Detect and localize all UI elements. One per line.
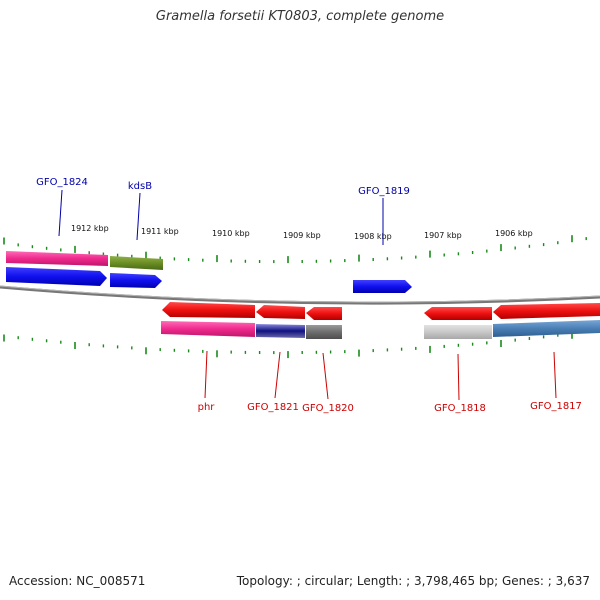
gene-label-gfo-1818[interactable]: GFO_1818 — [434, 403, 486, 414]
scale-label: 1911 kbp — [141, 227, 179, 236]
accession-value: NC_008571 — [76, 574, 146, 588]
genome-summary: Topology: circularLength: 3,798,465 bpGe… — [237, 574, 590, 588]
gene-label-gfo-1819[interactable]: GFO_1819 — [358, 186, 410, 197]
leader-line — [58, 189, 63, 237]
genes-label: Genes: — [501, 574, 544, 588]
scale-label: 1906 kbp — [495, 229, 533, 238]
scale-label: 1908 kbp — [354, 232, 392, 241]
topology-value: circular — [297, 574, 349, 588]
map-title: Gramella forsetii KT0803, complete genom… — [155, 9, 445, 24]
leader-line — [322, 352, 329, 400]
scale-label: 1912 kbp — [71, 224, 109, 233]
genome-backbone — [0, 285, 600, 305]
gene-label-kdsb[interactable]: kdsB — [128, 181, 152, 192]
leader-line — [136, 192, 141, 241]
gene-label-gfo-1817[interactable]: GFO_1817 — [530, 401, 582, 412]
gene-feature-band — [424, 325, 492, 339]
genome-backbone-highlight — [0, 285, 600, 303]
gene-label-phr[interactable]: phr — [198, 402, 216, 413]
scale-labels: 1912 kbp 1911 kbp 1910 kbp 1909 kbp 1908… — [71, 224, 533, 241]
scale-label: 1909 kbp — [283, 231, 321, 240]
topology-info: Topology: circular — [237, 574, 349, 588]
accession-label: Accession: — [9, 574, 73, 588]
gene-feature-band — [256, 324, 305, 338]
forward-gene-arrow[interactable] — [6, 267, 107, 286]
reverse-gene-arrow[interactable] — [256, 305, 305, 319]
accession-info: Accession: NC_008571 — [9, 574, 145, 588]
gene-feature-band — [493, 320, 600, 337]
leader-line — [274, 351, 281, 399]
reverse-gene-arrow[interactable] — [306, 307, 342, 320]
scale-label: 1910 kbp — [212, 229, 250, 238]
reverse-gene-arrow[interactable] — [424, 307, 492, 320]
gene-feature-band — [161, 321, 255, 337]
forward-strand-features — [6, 251, 412, 293]
genes-value: 3,637 — [548, 574, 590, 588]
length-info: Length: 3,798,465 bp — [349, 574, 494, 588]
reverse-strand-features — [161, 302, 600, 339]
topology-label: Topology: — [236, 574, 293, 588]
length-value: 3,798,465 bp — [406, 574, 494, 588]
reverse-gene-arrow[interactable] — [493, 303, 600, 319]
gene-label-gfo-1824[interactable]: GFO_1824 — [36, 177, 88, 188]
leader-line — [553, 351, 557, 399]
gene-feature-band — [6, 251, 108, 266]
leader-line — [204, 350, 208, 399]
gene-feature-band — [306, 325, 342, 339]
gene-label-gfo-1821[interactable]: GFO_1821 — [247, 402, 299, 413]
leader-line — [457, 353, 460, 401]
gene-label-gfo-1820[interactable]: GFO_1820 — [302, 403, 354, 414]
genes-info: Genes: 3,637 — [494, 574, 590, 588]
length-label: Length: — [356, 574, 403, 588]
scale-label: 1907 kbp — [424, 231, 462, 240]
label-leader-lines — [58, 189, 557, 401]
reverse-gene-arrow[interactable] — [162, 302, 255, 318]
gene-labels: GFO_1824 kdsB GFO_1819 phr GFO_1821 GFO_… — [36, 177, 582, 414]
scale-ticks-bottom — [3, 329, 587, 359]
forward-gene-arrow[interactable] — [110, 273, 162, 288]
gene-feature-band — [110, 256, 163, 270]
forward-gene-arrow[interactable] — [353, 280, 412, 293]
